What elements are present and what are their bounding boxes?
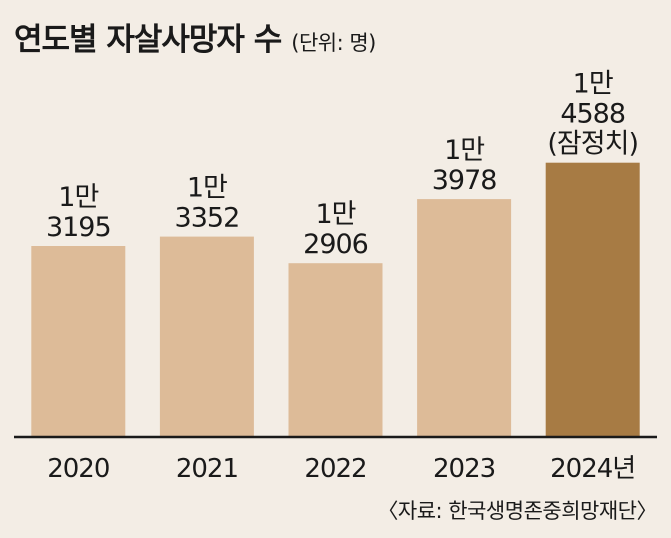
data-label-2020-1: 3195 xyxy=(46,212,111,243)
data-label-2021-1: 3352 xyxy=(175,203,240,234)
data-label-2021-0: 1만 xyxy=(187,173,227,204)
data-label-2024년-2: (잠정치) xyxy=(547,129,638,160)
data-label-2022-0: 1만 xyxy=(315,199,355,230)
x-tick-label-2022: 2022 xyxy=(304,454,366,484)
data-label-2020-0: 1만 xyxy=(58,182,98,213)
source-note: 〈자료: 한국생명존중희망재단〉 xyxy=(377,499,657,523)
bar-2023 xyxy=(417,199,512,437)
x-tick-label-2024년: 2024년 xyxy=(550,454,635,484)
data-label-2024년-1: 4588 xyxy=(560,99,625,130)
bar-2021 xyxy=(159,236,254,437)
bar-2022 xyxy=(288,263,383,437)
data-label-2023-0: 1만 xyxy=(444,135,484,166)
x-tick-label-2020: 2020 xyxy=(47,454,109,484)
x-tick-label-2021: 2021 xyxy=(176,454,238,484)
bar-2024년 xyxy=(545,162,640,437)
x-tick-label-2023: 2023 xyxy=(433,454,495,484)
chart-title: 연도별 자살사망자 수 xyxy=(14,22,282,58)
data-label-2022-1: 2906 xyxy=(303,229,368,260)
unit-note: (단위: 명) xyxy=(291,31,376,55)
data-label-2023-1: 3978 xyxy=(432,165,497,196)
bar-2020 xyxy=(31,246,126,437)
title-row: 연도별 자살사망자 수 (단위: 명) xyxy=(14,14,376,59)
data-label-2024년-0: 1만 xyxy=(573,69,613,100)
